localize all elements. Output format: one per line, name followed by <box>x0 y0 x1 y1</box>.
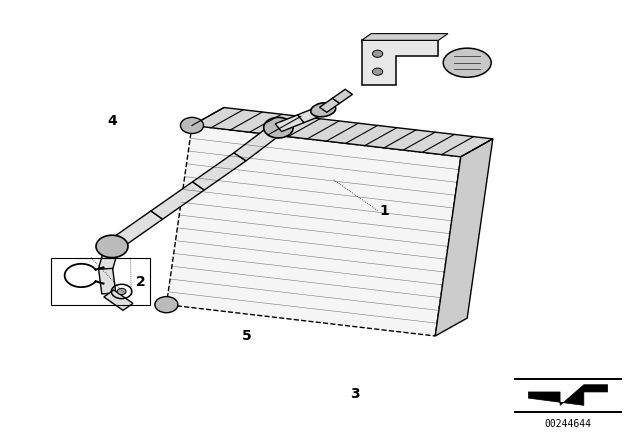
Polygon shape <box>192 108 493 157</box>
Polygon shape <box>99 268 116 294</box>
Text: 1: 1 <box>379 203 389 218</box>
Text: 4: 4 <box>107 114 117 128</box>
Text: 3: 3 <box>350 387 360 401</box>
Polygon shape <box>99 246 119 270</box>
Text: 00244644: 00244644 <box>545 419 591 429</box>
Polygon shape <box>332 89 353 103</box>
Bar <box>51 258 150 305</box>
Circle shape <box>96 235 128 258</box>
Polygon shape <box>193 153 246 190</box>
Circle shape <box>155 297 178 313</box>
Polygon shape <box>319 98 340 112</box>
Polygon shape <box>234 124 285 161</box>
Circle shape <box>372 68 383 75</box>
Text: 2: 2 <box>136 275 146 289</box>
Circle shape <box>180 117 204 134</box>
Polygon shape <box>298 106 326 123</box>
Polygon shape <box>151 182 204 219</box>
Polygon shape <box>166 125 461 336</box>
Polygon shape <box>106 211 163 250</box>
Circle shape <box>117 289 126 295</box>
Polygon shape <box>362 40 438 85</box>
Ellipse shape <box>311 103 335 117</box>
Polygon shape <box>104 290 133 310</box>
Polygon shape <box>435 139 493 336</box>
Polygon shape <box>275 115 304 132</box>
Circle shape <box>372 50 383 57</box>
Text: 5: 5 <box>241 329 252 343</box>
Polygon shape <box>529 385 607 405</box>
Polygon shape <box>362 34 448 40</box>
Circle shape <box>264 117 293 138</box>
Ellipse shape <box>443 48 492 78</box>
